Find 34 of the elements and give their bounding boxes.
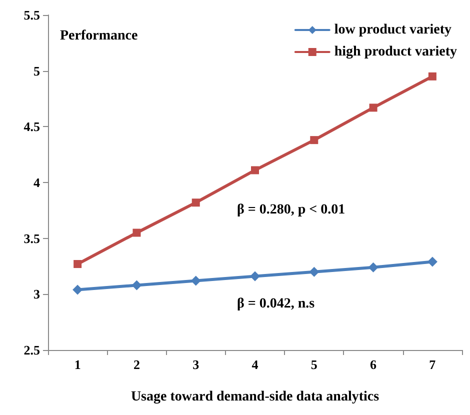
y-tick-label: 5	[34, 63, 40, 78]
y-tick-label: 2.5	[24, 342, 40, 358]
point	[309, 266, 320, 277]
point	[190, 276, 201, 286]
point	[427, 256, 438, 267]
legend-label: high product variety	[334, 44, 458, 60]
y-axis-title: Performance	[60, 28, 138, 44]
x-tick-label: 2	[133, 357, 140, 372]
x-axis-title: Usage toward demand-side data analytics	[130, 390, 380, 404]
x-tick-label: 7	[429, 357, 436, 372]
point	[192, 198, 200, 207]
y-tick-label: 4.5	[24, 119, 40, 134]
y-tick-label: 3	[34, 286, 40, 302]
annotation: β = 0.042, n.s	[237, 296, 316, 312]
point	[428, 72, 436, 80]
annotation: β = 0.280, p < 0.01	[237, 202, 346, 218]
point	[72, 284, 83, 295]
x-tick-label: 4	[252, 357, 259, 372]
y-tick-label: 5.5	[24, 8, 40, 22]
point	[369, 104, 378, 112]
y-tick-label: 3.5	[24, 230, 40, 246]
point	[251, 166, 259, 174]
point	[310, 136, 318, 144]
point	[132, 280, 142, 290]
x-tick-label: 3	[192, 357, 200, 372]
point	[250, 271, 260, 282]
point	[74, 260, 82, 268]
point	[368, 262, 378, 272]
point	[132, 228, 141, 237]
y-tick-label: 4	[34, 175, 40, 190]
x-tick-label: 5	[310, 357, 318, 372]
x-tick-label: 1	[74, 357, 81, 372]
x-tick-label: 6	[370, 357, 378, 372]
legend-label: low product variety	[334, 22, 452, 38]
